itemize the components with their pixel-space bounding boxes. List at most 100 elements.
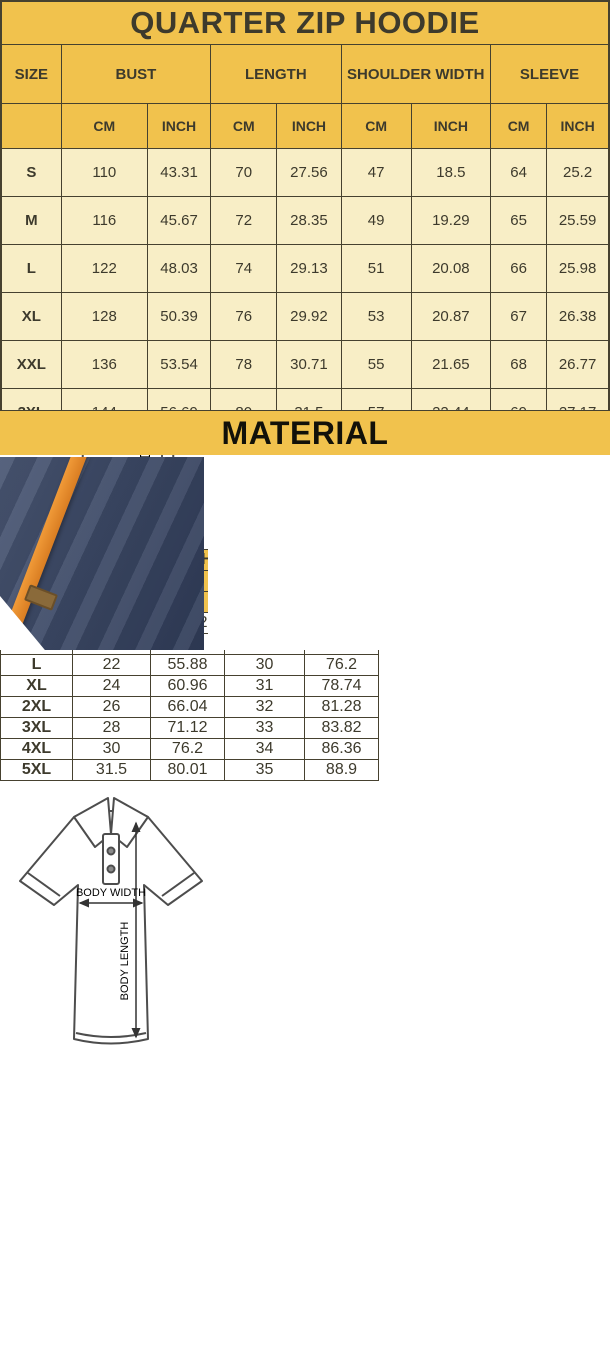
size-label-cell: 5XL	[0, 759, 73, 781]
measure-cell: 31.5	[72, 759, 151, 781]
measure-cell: 70	[210, 148, 278, 197]
measure-cell: 88.9	[304, 759, 379, 781]
measure-cell: 19.29	[410, 196, 492, 245]
size-label-cell: M	[0, 196, 62, 245]
measure-cell: 25.2	[546, 148, 610, 197]
measure-cell: 43.31	[146, 148, 212, 197]
measure-cell: 30	[224, 654, 305, 676]
background-corner	[208, 457, 410, 650]
size-label-cell: L	[0, 654, 73, 676]
column-header-size: SIZE	[0, 44, 62, 104]
measure-cell: 18.5	[410, 148, 492, 197]
measure-cell: 24	[72, 675, 151, 697]
collar-left	[73, 797, 112, 848]
polo-button	[106, 864, 116, 874]
measure-cell: 78	[210, 340, 278, 389]
polo-measurement-diagram: BODY WIDTH BODY LENGTH	[19, 797, 203, 1045]
unit-header: CM	[489, 103, 548, 149]
measure-cell: 76.2	[150, 738, 225, 760]
right-cuff-line	[161, 872, 195, 897]
measure-cell: 49	[340, 196, 412, 245]
measure-cell: 122	[60, 244, 148, 293]
measure-cell: 78.74	[304, 675, 379, 697]
hoodie-size-row: S 110 43.31 70 27.56 47 18.5 64 25.2	[0, 148, 610, 197]
polo-size-row: 4XL 30 76.2 34 86.36	[0, 738, 379, 760]
polo-size-row: 5XL 31.5 80.01 35 88.9	[0, 759, 379, 781]
fabric-fold-texture	[0, 457, 204, 650]
size-label-cell: XL	[0, 675, 73, 697]
measure-cell: 83.82	[304, 717, 379, 739]
hoodie-size-row: M 116 45.67 72 28.35 49 19.29 65 25.59	[0, 196, 610, 245]
size-label-cell: 4XL	[0, 738, 73, 760]
polo-size-row: 2XL 26 66.04 32 81.28	[0, 696, 379, 718]
column-header-shoulder-width: SHOULDER WIDTH	[340, 44, 492, 104]
measure-cell: 25.98	[546, 244, 610, 293]
measure-cell: 68	[489, 340, 548, 389]
measure-cell: 74	[210, 244, 278, 293]
column-header-sleeve: SLEEVE	[490, 44, 610, 104]
measure-cell: 21.65	[410, 340, 492, 389]
measure-cell: 66.04	[150, 696, 225, 718]
measure-cell: 55	[340, 340, 412, 389]
measure-cell: 86.36	[304, 738, 379, 760]
measure-cell: 47	[340, 148, 412, 197]
measure-cell: 30.71	[276, 340, 342, 389]
measure-cell: 65	[489, 196, 548, 245]
material-banner: MATERIAL	[0, 410, 610, 455]
measure-cell: 64	[489, 148, 548, 197]
hoodie-table-body: S 110 43.31 70 27.56 47 18.5 64 25.2 M 1…	[0, 148, 610, 438]
measure-cell: 34	[224, 738, 305, 760]
measure-cell: 26	[72, 696, 151, 718]
polo-size-row: XL 24 60.96 31 78.74	[0, 675, 379, 697]
measure-cell: 53.54	[146, 340, 212, 389]
measure-cell: 60.96	[150, 675, 225, 697]
measure-cell: 22	[72, 654, 151, 676]
measure-cell: 48.03	[146, 244, 212, 293]
left-cuff-line	[27, 872, 61, 897]
measure-cell: 20.08	[410, 244, 492, 293]
size-label-cell: S	[0, 148, 62, 197]
hoodie-group-header-row: SIZE BUST LENGTH SHOULDER WIDTH SLEEVE	[0, 44, 610, 104]
collar-right	[110, 797, 149, 848]
hoodie-size-row: XXL 136 53.54 78 30.71 55 21.65 68 26.77	[0, 340, 610, 389]
hoodie-unit-header-row: CM INCH CM INCH CM INCH CM INCH	[0, 103, 610, 149]
measure-cell: 116	[60, 196, 148, 245]
measure-cell: 71.12	[150, 717, 225, 739]
measure-cell: 51	[340, 244, 412, 293]
measure-cell: 20.87	[410, 292, 492, 341]
unit-header: INCH	[276, 103, 342, 149]
measure-cell: 26.38	[546, 292, 610, 341]
measure-cell: 50.39	[146, 292, 212, 341]
measure-cell: 32	[224, 696, 305, 718]
measure-cell: 128	[60, 292, 148, 341]
hoodie-size-row: L 122 48.03 74 29.13 51 20.08 66 25.98	[0, 244, 610, 293]
measure-cell: 29.92	[276, 292, 342, 341]
hoodie-title-row: QUARTER ZIP HOODIE	[0, 0, 610, 45]
measure-cell: 28	[72, 717, 151, 739]
measure-cell: 80.01	[150, 759, 225, 781]
size-label-cell: 3XL	[0, 717, 73, 739]
measure-cell: 76	[210, 292, 278, 341]
measure-cell: 31	[224, 675, 305, 697]
hoodie-title: QUARTER ZIP HOODIE	[0, 0, 610, 45]
column-header-length: LENGTH	[210, 44, 342, 104]
size-label-cell: XL	[0, 292, 62, 341]
measure-cell: 136	[60, 340, 148, 389]
measure-cell: 45.67	[146, 196, 212, 245]
material-photo-navy-fleece	[0, 457, 204, 650]
measure-cell: 33	[224, 717, 305, 739]
size-label-cell: 2XL	[0, 696, 73, 718]
measure-cell: 25.59	[546, 196, 610, 245]
size-label-cell: XXL	[0, 340, 62, 389]
empty-header-cell	[0, 103, 62, 149]
measure-cell: 30	[72, 738, 151, 760]
material-photo-khaki-pocket	[208, 457, 410, 650]
measure-cell: 26.77	[546, 340, 610, 389]
body-width-label: BODY WIDTH	[76, 887, 146, 899]
measure-cell: 35	[224, 759, 305, 781]
hoodie-size-table: QUARTER ZIP HOODIE SIZE BUST LENGTH SHOU…	[0, 0, 610, 438]
measure-cell: 67	[489, 292, 548, 341]
measure-cell: 81.28	[304, 696, 379, 718]
unit-header: CM	[340, 103, 412, 149]
